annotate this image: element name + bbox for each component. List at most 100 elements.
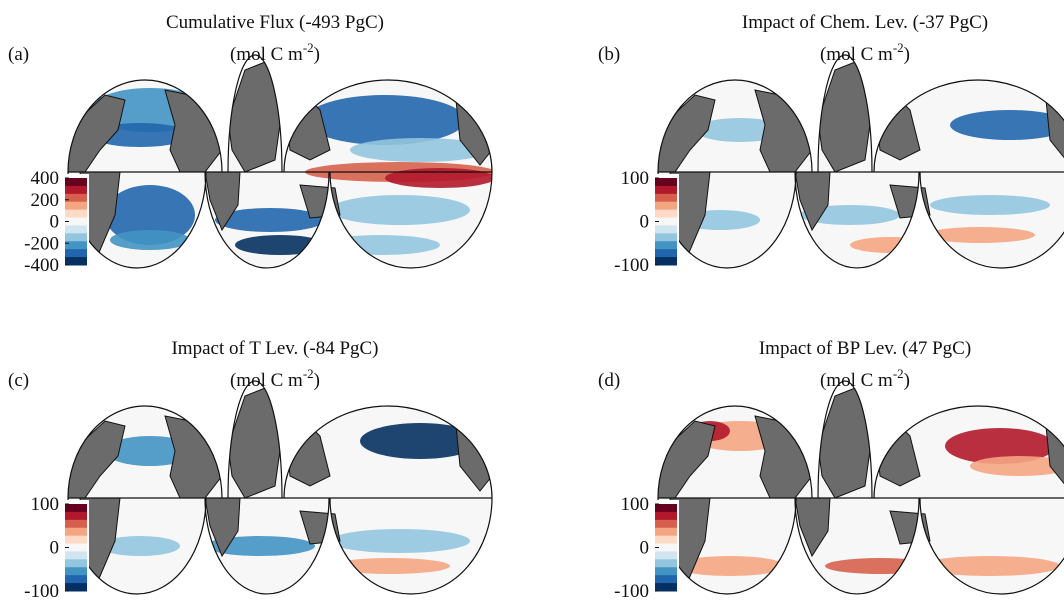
colorbar-tick-label: -100: [614, 581, 649, 600]
colorbar-band: [65, 241, 87, 250]
colorbar-band: [65, 575, 87, 584]
panel: (c) Impact of T Lev. (-84 PgC) (mol C m-2)…: [8, 338, 493, 600]
map: [658, 385, 1064, 594]
map: [658, 59, 1064, 268]
units-exponent: -2: [893, 366, 904, 381]
colorbar-band: [65, 567, 87, 576]
colorbar-band: [65, 185, 87, 195]
colorbar-band: [655, 567, 677, 576]
colorbar-band: [65, 543, 87, 552]
panel-units: (mol C m-2): [230, 40, 320, 65]
field-blob: [920, 556, 1060, 576]
colorbar-tick-label: -100: [614, 255, 649, 276]
colorbar-tick-label: -100: [24, 581, 59, 600]
field-blob: [320, 235, 440, 255]
colorbar-band: [65, 178, 87, 187]
colorbar-band: [65, 535, 87, 545]
panel: (d) Impact of BP Lev. (47 PgC) (mol C m-2)…: [598, 338, 1064, 600]
map-outline: [657, 54, 1064, 269]
colorbar-tick-label: 400: [31, 168, 60, 189]
colorbar-band: [655, 519, 677, 529]
land: [227, 385, 283, 499]
units-base: (mol C m: [820, 370, 893, 391]
colorbar-band: [65, 559, 87, 568]
colorbar-tick-label: 0: [50, 538, 60, 559]
panel-label: (d): [598, 370, 620, 391]
colorbar-band: [65, 511, 87, 521]
field-blob: [330, 558, 450, 574]
colorbar-tick-label: 100: [621, 494, 650, 515]
colorbar-band: [655, 559, 677, 568]
colorbar-band: [655, 257, 677, 266]
field-blob: [305, 95, 465, 145]
colorbar-band: [65, 201, 87, 211]
colorbar-band: [65, 225, 87, 234]
units-close: ): [904, 370, 910, 391]
field-blob: [330, 529, 470, 553]
panel-label: (b): [598, 44, 620, 65]
units-close: ): [314, 370, 320, 391]
colorbar-band: [655, 543, 677, 552]
colorbar-tick-label: -400: [24, 255, 59, 276]
field-blob: [930, 195, 1050, 215]
field-blob: [330, 195, 470, 225]
panel-units: (mol C m-2): [820, 40, 910, 65]
colorbar-tick-label: 0: [640, 538, 650, 559]
units-close: ): [314, 44, 320, 65]
units-close: ): [904, 44, 910, 65]
field-blob: [925, 227, 1035, 243]
colorbar-band: [655, 193, 677, 203]
panel-units: (mol C m-2): [230, 366, 320, 391]
field-blob: [950, 110, 1064, 140]
field-blob: [205, 536, 315, 556]
colorbar-band: [655, 217, 677, 226]
field-blob: [350, 138, 490, 162]
field-blob: [215, 208, 325, 232]
colorbar-band: [655, 249, 677, 258]
colorbar-band: [655, 233, 677, 242]
units-exponent: -2: [303, 366, 314, 381]
units-base: (mol C m: [230, 370, 303, 391]
colorbar-band: [65, 257, 87, 266]
colorbar-band: [65, 193, 87, 203]
colorbar-band: [65, 249, 87, 258]
field-blob: [850, 237, 930, 253]
colorbar-band: [655, 209, 677, 219]
units-exponent: -2: [303, 40, 314, 55]
panel: (b) Impact of Chem. Lev. (-37 PgC) (mol C …: [598, 12, 1064, 276]
map-outline: [67, 380, 493, 595]
map-outline: [67, 54, 493, 269]
panel-label: (c): [8, 370, 29, 391]
colorbar-band: [655, 201, 677, 211]
colorbar-band: [65, 217, 87, 226]
colorbar-band: [655, 241, 677, 250]
colorbar-band: [655, 527, 677, 537]
field-blob: [110, 230, 190, 250]
field-blob: [945, 428, 1055, 464]
colorbar-band: [655, 185, 677, 195]
panel-title: Impact of BP Lev. (47 PgC): [759, 338, 971, 359]
colorbar-band: [65, 527, 87, 537]
colorbar-band: [655, 178, 677, 187]
field-blob: [970, 456, 1064, 476]
panel-title: Cumulative Flux (-493 PgC): [166, 12, 384, 33]
panel-label: (a): [8, 44, 29, 65]
land: [817, 59, 873, 173]
colorbar-tick-label: 200: [31, 190, 60, 211]
colorbar-band: [655, 535, 677, 545]
colorbar-tick-label: 100: [31, 494, 60, 515]
colorbar-band: [655, 551, 677, 560]
colorbar-band: [655, 583, 677, 592]
field-blob: [825, 558, 935, 574]
units-base: (mol C m: [230, 44, 303, 65]
field-blob: [105, 185, 195, 245]
colorbar-band: [65, 583, 87, 592]
land: [817, 385, 873, 499]
colorbar-tick-label: 0: [50, 212, 60, 233]
colorbar-band: [655, 511, 677, 521]
colorbar-band: [65, 209, 87, 219]
field-blob: [360, 423, 480, 459]
land: [227, 59, 283, 173]
panel-units: (mol C m-2): [820, 366, 910, 391]
